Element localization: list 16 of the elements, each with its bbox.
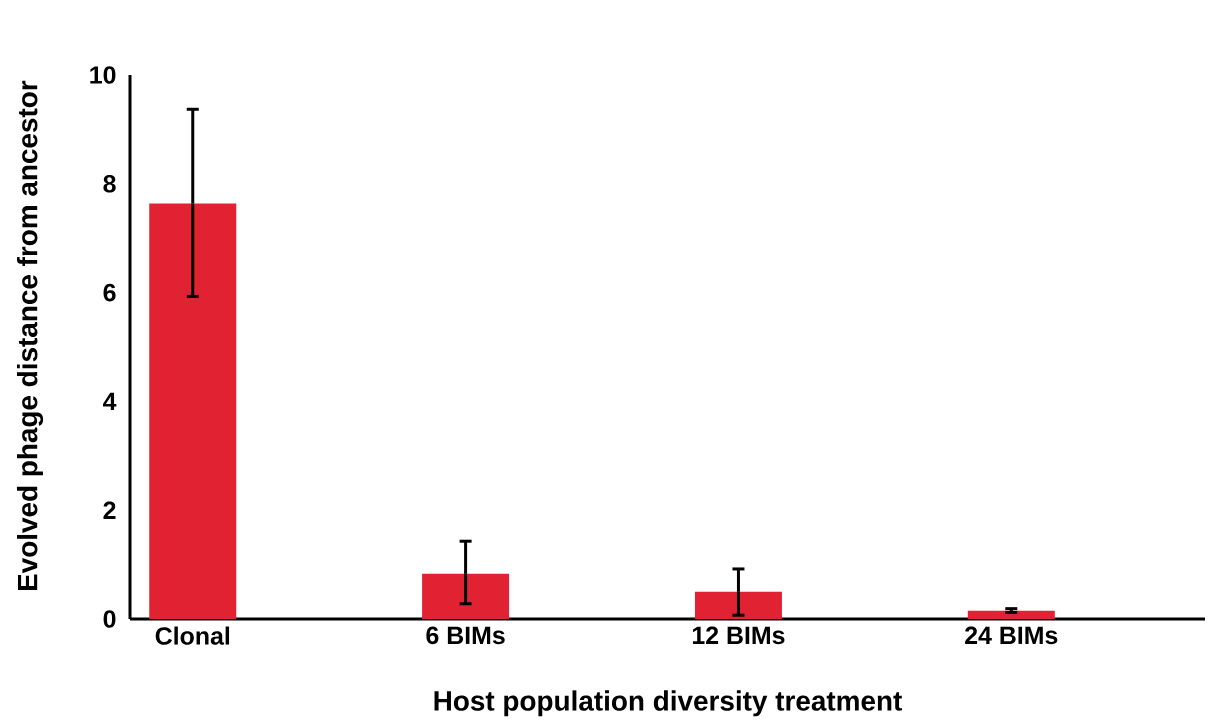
x-tick-label: 6 BIMs	[426, 626, 505, 645]
bar	[149, 203, 237, 619]
bar	[422, 573, 510, 619]
bar	[967, 610, 1055, 619]
y-tick-label: 4	[103, 392, 117, 410]
bar	[694, 591, 782, 619]
x-axis-title: Host population diversity treatment	[434, 690, 902, 717]
y-tick-label: 6	[103, 283, 116, 302]
y-tick-label: 10	[90, 66, 116, 84]
x-tick-label: Clonal	[155, 626, 230, 645]
y-tick-label: 2	[103, 501, 116, 519]
x-tick-label: 12 BIMs	[692, 626, 785, 645]
x-tick-label: 24 BIMs	[965, 626, 1058, 645]
y-tick-label: 0	[103, 610, 116, 628]
y-axis-title: Evolved phage distance from ancestor	[16, 80, 44, 591]
y-tick-label: 8	[103, 174, 116, 193]
